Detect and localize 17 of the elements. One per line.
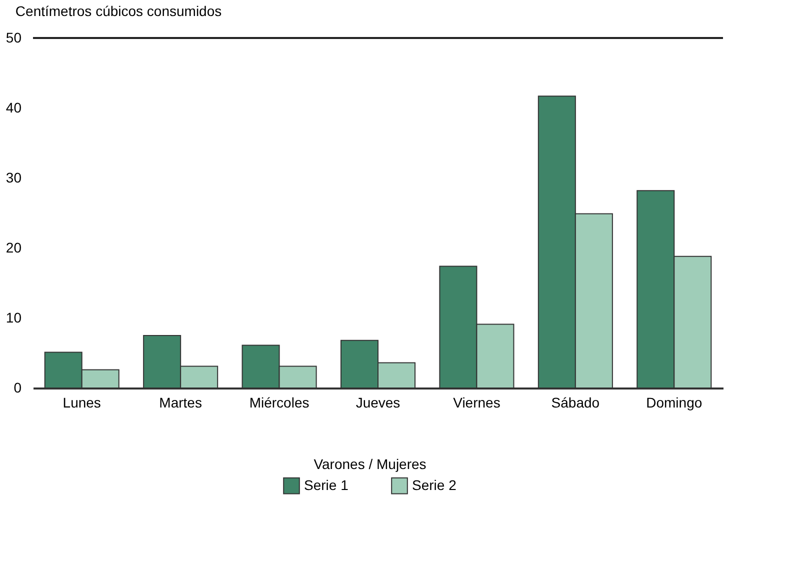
x-tick-label: Lunes bbox=[62, 394, 101, 410]
x-tick-label: Miércoles bbox=[249, 394, 310, 410]
x-tick-label: Sábado bbox=[551, 394, 600, 410]
x-tick-label: Jueves bbox=[356, 394, 400, 410]
x-tick-label: Viernes bbox=[453, 394, 500, 410]
y-tick-label: 10 bbox=[6, 310, 22, 326]
legend-label: Serie 1 bbox=[304, 476, 349, 493]
y-tick-label: 20 bbox=[6, 240, 22, 256]
legend-label: Serie 2 bbox=[412, 476, 457, 493]
y-tick-label: 40 bbox=[6, 100, 22, 116]
y-axis-title: Centímetros cúbicos consumidos bbox=[15, 3, 222, 19]
y-tick-label: 0 bbox=[14, 380, 22, 396]
x-tick-label: Martes bbox=[159, 394, 202, 410]
legend-title: Varones / Mujeres bbox=[314, 456, 426, 472]
x-tick-label: Domingo bbox=[646, 394, 702, 410]
y-tick-label: 30 bbox=[6, 170, 22, 186]
y-tick-label: 50 bbox=[6, 30, 22, 46]
